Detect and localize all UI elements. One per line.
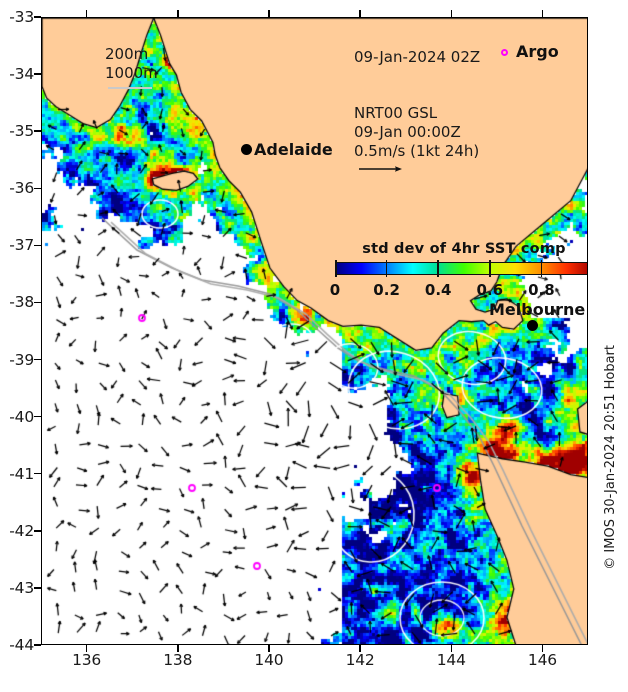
y-tick-mark [34,644,41,646]
x-tick-mark-top [450,10,452,17]
x-tick-mark-top [541,10,544,17]
y-tick-mark [34,16,41,18]
y-tick-mark [34,244,41,247]
city-marker-adelaide [241,144,252,155]
y-tick-label: -40 [9,407,34,426]
map-plot-area[interactable]: 200m 1000m 09-Jan-2024 02Z NRT00 GSL 09-… [41,17,588,645]
colorbar-tick [335,260,337,277]
x-tick-label: 136 [72,651,102,669]
x-tick-mark-top [177,10,179,17]
y-tick-label: -37 [9,236,34,255]
x-tick-label: 142 [345,651,375,669]
argo-legend-label: Argo [516,42,559,61]
x-tick-mark-top [268,10,270,17]
y-tick-label: -38 [9,293,34,312]
current-vectors-and-contours [42,18,587,644]
y-tick-label: -41 [9,464,34,483]
colorbar-gradient [335,262,587,275]
colorbar-tick [489,260,491,277]
x-tick-mark [450,645,452,652]
y-tick-label: -34 [9,65,34,84]
argo-legend-icon [501,49,508,56]
x-tick-mark [541,645,544,652]
product-label-line2: 09-Jan 00:00Z [354,123,461,141]
depth-label-1000m: 1000m [105,64,158,82]
y-tick-mark [34,187,41,190]
city-label-melbourne: Melbourne [489,300,586,319]
y-tick-label: -42 [9,521,34,540]
colorbar-tick-label: 0.4 [424,281,452,299]
y-tick-mark [34,530,41,532]
colorbar-tick-label: 0.6 [476,281,504,299]
y-tick-label: -36 [9,179,34,198]
x-tick-mark [268,645,270,652]
depth-label-200m: 200m [105,45,149,63]
colorbar-tick [385,260,388,277]
y-tick-mark [34,415,41,418]
colorbar-tick-label: 0.2 [373,281,400,299]
x-tick-mark [359,645,361,652]
y-tick-mark [34,301,41,304]
colorbar-title: std dev of 4hr SST comp [362,241,566,257]
y-tick-label: -35 [9,122,34,141]
y-tick-mark [34,587,41,589]
y-tick-label: -43 [9,578,34,597]
x-tick-label: 146 [527,651,557,669]
y-tick-label: -39 [9,350,34,369]
date-stamp: 09-Jan-2024 02Z [354,48,481,66]
y-tick-mark [34,130,41,132]
depth-legend-line [108,87,152,89]
y-tick-label: -33 [9,8,34,26]
product-label-line3: 0.5m/s (1kt 24h) [354,142,480,160]
colorbar-tick-label: 0.8 [528,281,555,299]
x-tick-mark-top [85,10,88,17]
x-tick-label: 140 [254,651,284,669]
colorbar-tick [540,260,543,277]
x-tick-mark [177,645,179,652]
y-tick-mark [34,358,41,361]
y-tick-label: -44 [9,636,34,654]
city-marker-melbourne [527,320,538,331]
x-tick-mark-top [359,10,361,17]
copyright-text: © IMOS 30-Jan-2024 20:51 Hobart [603,345,618,570]
x-tick-label: 144 [436,651,466,669]
colorbar-tick-label: 0 [329,281,341,299]
y-tick-mark [34,73,41,75]
x-tick-mark [85,645,88,652]
city-label-adelaide: Adelaide [254,140,333,159]
colorbar-tick [437,260,439,277]
velocity-scale-arrow [359,166,402,172]
product-label-line1: NRT00 GSL [354,104,438,122]
x-tick-label: 138 [163,651,193,669]
y-tick-mark [34,472,41,475]
